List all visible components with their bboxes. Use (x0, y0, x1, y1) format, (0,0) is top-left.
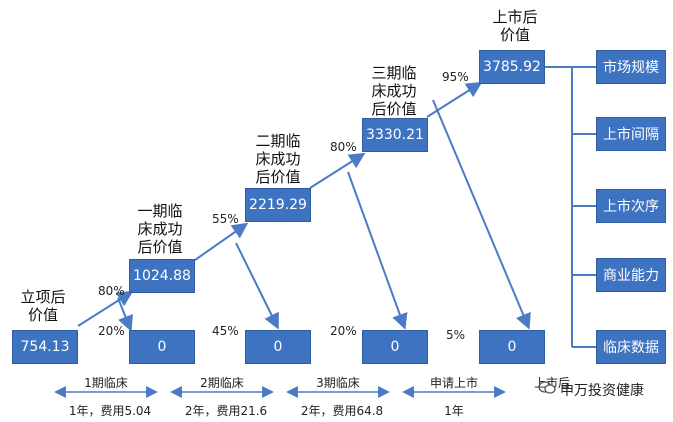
arrow-success-3 (309, 152, 366, 189)
arrow-success-4 (426, 81, 483, 118)
arrow-fail-4 (432, 99, 531, 330)
phase-cost-3: 1年 (444, 404, 464, 418)
phase-label-2: 3期临床 (316, 376, 360, 390)
arrow-fail-3 (347, 171, 408, 330)
stage-label-4: 上市后价值 (492, 8, 538, 44)
phase-label-0: 1期临床 (84, 376, 128, 390)
arrow-fail-2 (235, 242, 279, 330)
success-pct-3: 95% (442, 70, 469, 84)
arrow-success-1 (77, 290, 134, 327)
stage-value-box-1: 1024.88 (129, 259, 195, 293)
watermark: 申万投资健康 (538, 380, 644, 400)
factor-box-2: 上市次序 (596, 189, 666, 223)
phase-label-4: 上市后 (533, 376, 570, 390)
fail-pct-3: 5% (446, 328, 466, 342)
stage-label-2: 二期临床成功后价值 (255, 132, 301, 186)
factor-box-4: 临床数据 (596, 330, 666, 364)
phase-cost-0: 1年，费用5.04 (68, 404, 152, 418)
success-pct-0: 80% (98, 284, 125, 298)
success-pct-1: 55% (212, 212, 239, 226)
factor-box-0: 市场规模 (596, 50, 666, 84)
stage-value-box-4: 3785.92 (479, 50, 545, 84)
fail-value-box-3: 0 (479, 330, 545, 364)
stage-label-0: 立项后价值 (20, 288, 66, 324)
stage-value-box-2: 2219.29 (245, 188, 311, 222)
fail-value-box-2: 0 (362, 330, 428, 364)
phase-label-3: 申请上市 (429, 376, 478, 390)
stage-label-1: 一期临床成功后价值 (137, 202, 183, 256)
stage-value-box-0: 754.13 (12, 330, 78, 364)
stage-value-box-3: 3330.21 (362, 118, 428, 152)
factor-box-1: 上市间隔 (596, 117, 666, 151)
factor-box-3: 商业能力 (596, 258, 666, 292)
fail-pct-1: 45% (212, 324, 239, 338)
watermark-text: 申万投资健康 (560, 383, 644, 399)
phase-cost-1: 2年，费用21.6 (184, 404, 268, 418)
fail-value-box-1: 0 (245, 330, 311, 364)
success-pct-2: 80% (330, 140, 357, 154)
arrow-success-2 (194, 222, 249, 261)
arrow-fail-1 (117, 297, 133, 332)
phase-label-1: 2期临床 (200, 376, 244, 390)
stage-label-3: 三期临床成功后价值 (371, 64, 417, 118)
phase-cost-2: 2年，费用64.8 (300, 404, 384, 418)
wechat-icon (538, 381, 556, 399)
fail-value-box-0: 0 (129, 330, 195, 364)
fail-pct-2: 20% (330, 324, 357, 338)
fail-pct-0: 20% (98, 324, 125, 338)
